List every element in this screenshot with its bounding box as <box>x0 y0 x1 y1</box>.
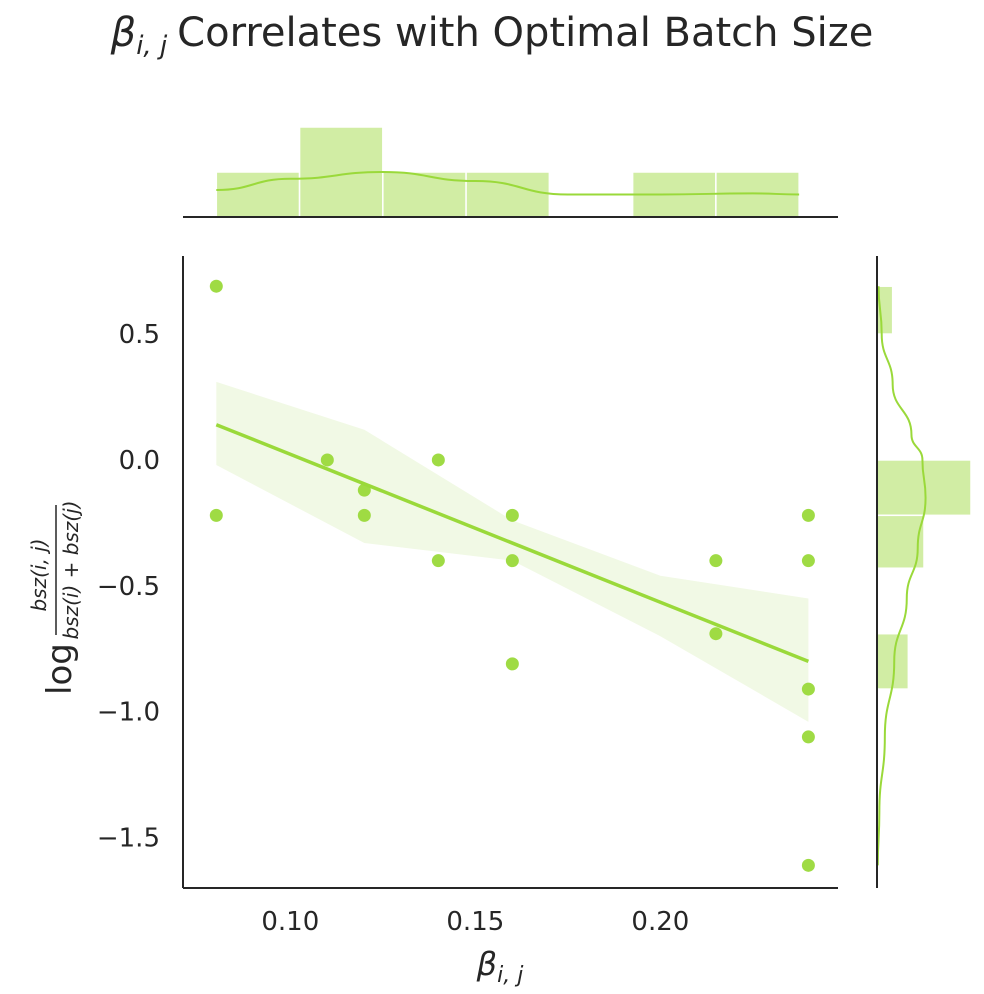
y-label-numerator: bsz(i, j) <box>27 538 51 611</box>
top-hist-bar-3 <box>465 171 551 218</box>
x-tick-label-0: 0.10 <box>261 907 319 937</box>
regression-line <box>215 423 810 664</box>
y-label-denominator: bsz(i) + bsz(j) <box>59 500 83 639</box>
right-hist-bar-1 <box>876 459 972 517</box>
scatter-point-0 <box>209 279 223 293</box>
y-tick-label-2: −0.5 <box>97 572 160 602</box>
scatter-point-1 <box>209 508 223 522</box>
scatter-point-7 <box>505 508 519 522</box>
scatter-point-4 <box>357 508 371 522</box>
scatter-point-10 <box>709 554 723 568</box>
scatter-point-11 <box>709 627 723 641</box>
title-text: Correlates with Optimal Batch Size <box>177 10 873 56</box>
scatter-point-6 <box>431 554 445 568</box>
top-kde-curve <box>216 170 800 196</box>
svg-text:log: log <box>40 643 80 695</box>
top-hist-bar-2 <box>382 171 467 218</box>
x-tick-label-1: 0.15 <box>446 907 504 937</box>
scatter-point-12 <box>801 508 815 522</box>
title-beta-symbol: β <box>110 10 137 56</box>
scatter-points <box>209 279 815 872</box>
scatter-point-2 <box>320 453 334 467</box>
right-kde-curve <box>876 286 927 866</box>
y-tick-label-4: −1.5 <box>97 824 160 854</box>
scatter-point-14 <box>801 682 815 696</box>
x-tick-label-2: 0.20 <box>631 907 689 937</box>
scatter-point-15 <box>801 730 815 744</box>
chart-title: βi, j Correlates with Optimal Batch Size <box>110 10 874 61</box>
y-axis-label: log bsz(i, j) bsz(i) + bsz(j) <box>27 500 83 695</box>
main-scatter-plot <box>209 279 815 872</box>
x-axis-label: βi, j <box>476 945 525 988</box>
title-subscript: i, j <box>136 31 168 61</box>
scatter-point-9 <box>505 657 519 671</box>
scatter-point-16 <box>801 858 815 872</box>
x-tick-labels: 0.10 0.15 0.20 <box>261 907 689 937</box>
y-tick-label-1: 0.0 <box>119 446 160 476</box>
scatter-point-13 <box>801 554 815 568</box>
y-tick-labels: 0.5 0.0 −0.5 −1.0 −1.5 <box>97 320 160 854</box>
scatter-point-8 <box>505 554 519 568</box>
y-tick-label-0: 0.5 <box>119 320 160 350</box>
scatter-point-5 <box>431 453 445 467</box>
right-marginal-histogram <box>876 285 972 866</box>
regression-confidence-band <box>216 381 809 722</box>
y-tick-label-3: −1.0 <box>97 698 160 728</box>
top-marginal-histogram <box>215 126 800 218</box>
